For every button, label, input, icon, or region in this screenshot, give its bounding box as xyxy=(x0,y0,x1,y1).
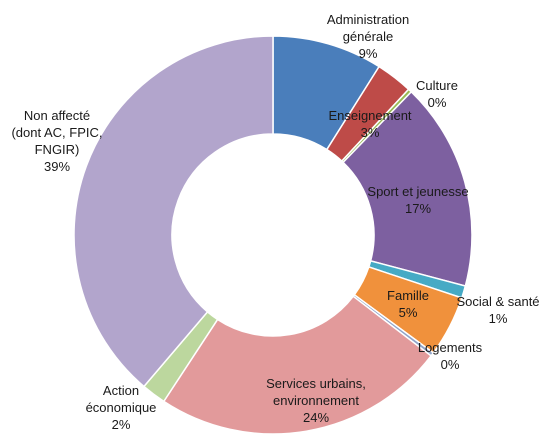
category-label-line: Action xyxy=(103,383,139,398)
category-label-line: Services urbains, xyxy=(266,376,366,391)
data-label-culture: Culture 0% xyxy=(416,78,458,110)
slice-services-urbains-environnement xyxy=(162,295,433,435)
percent-label: 0% xyxy=(428,95,447,110)
category-label-line: environnement xyxy=(273,393,359,408)
percent-label: 5% xyxy=(399,305,418,320)
percent-label: 17% xyxy=(405,201,431,216)
percent-label: 24% xyxy=(303,410,329,425)
category-label-line: Culture xyxy=(416,78,458,93)
category-label-line: Non affecté xyxy=(24,108,90,123)
category-label-line: FNGIR) xyxy=(35,142,80,157)
percent-label: 1% xyxy=(489,311,508,326)
percent-label: 2% xyxy=(112,417,131,432)
data-label-non-affecte-dont-ac-fpic-fngir: Non affecté (dont AC, FPIC, FNGIR) 39% xyxy=(11,108,102,174)
slice-sport-et-jeunesse xyxy=(342,90,473,287)
category-label-line: Sport et jeunesse xyxy=(367,184,468,199)
category-label-line: (dont AC, FPIC, xyxy=(11,125,102,140)
percent-label: 39% xyxy=(44,159,70,174)
data-label-action-economique: Action économique 2% xyxy=(86,383,157,432)
category-label-line: Social & santé xyxy=(456,294,539,309)
slice-non-affecte-dont-ac-fpic-fngir xyxy=(73,35,274,388)
percent-label: 3% xyxy=(361,125,380,140)
category-label-line: Famille xyxy=(387,288,429,303)
category-label-line: Administration xyxy=(327,12,409,27)
percent-label: 0% xyxy=(441,357,460,372)
data-label-social-sante: Social & santé 1% xyxy=(456,294,539,326)
category-label-line: générale xyxy=(343,29,394,44)
percent-label: 9% xyxy=(359,46,378,61)
category-label-line: Enseignement xyxy=(328,108,411,123)
data-label-enseignement: Enseignement 3% xyxy=(328,108,411,140)
data-label-logements: Logements 0% xyxy=(418,340,483,372)
data-label-services-urbains-environnement: Services urbains, environnement 24% xyxy=(266,376,366,425)
data-label-famille: Famille 5% xyxy=(387,288,429,320)
slices-group xyxy=(73,35,473,435)
labels-group: Administration générale 9% Enseignement 3% Cu… xyxy=(11,12,539,432)
category-label-line: économique xyxy=(86,400,157,415)
data-label-administration-generale: Administration générale 9% xyxy=(327,12,409,61)
data-label-sport-et-jeunesse: Sport et jeunesse 17% xyxy=(367,184,468,216)
category-label-line: Logements xyxy=(418,340,483,355)
